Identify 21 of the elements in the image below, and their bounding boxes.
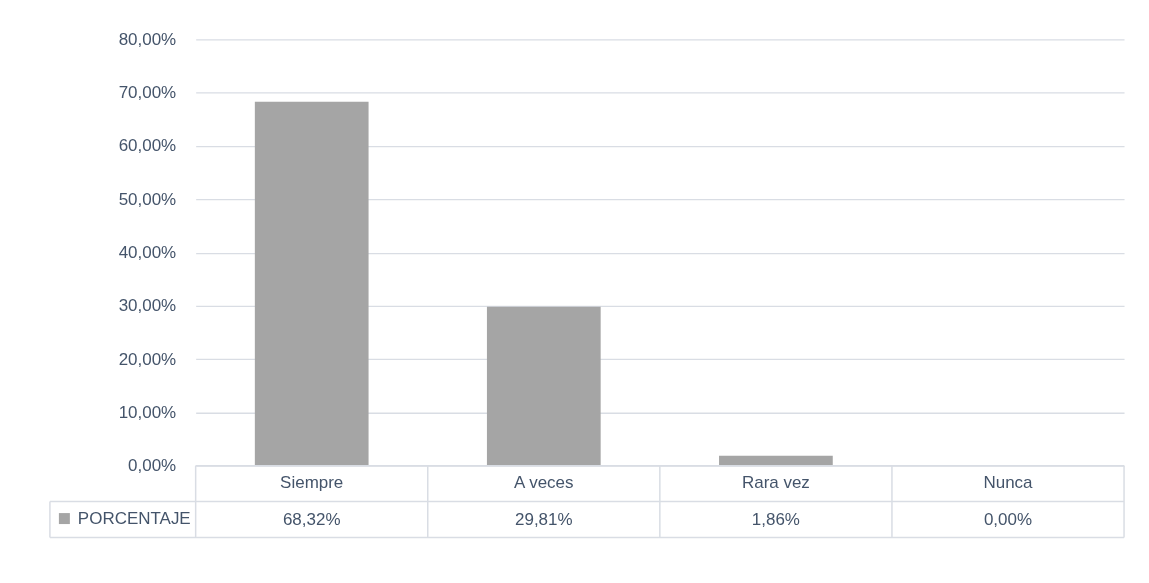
- bar: [486, 306, 601, 466]
- y-tick-label: 60,00%: [118, 136, 177, 156]
- data-label: 29,81%: [515, 509, 573, 529]
- bar: [719, 455, 833, 466]
- y-tick-label: 80,00%: [118, 29, 177, 49]
- data-label: 1,86%: [751, 509, 800, 529]
- y-tick-label: 50,00%: [118, 189, 177, 209]
- y-tick-label: 10,00%: [118, 402, 177, 422]
- x-tick-label: Nunca: [983, 473, 1034, 493]
- data-label: 0,00%: [983, 509, 1033, 529]
- x-tick-label: A veces: [514, 473, 574, 493]
- y-tick-label: 0,00%: [128, 456, 177, 476]
- y-tick-label: 70,00%: [118, 83, 177, 103]
- y-tick-label: 30,00%: [118, 296, 177, 316]
- bar: [254, 101, 369, 466]
- legend-label: PORCENTAJE: [77, 508, 191, 528]
- x-tick-label: Siempre: [280, 473, 344, 493]
- y-tick-label: 20,00%: [118, 349, 177, 369]
- data-label: 68,32%: [282, 509, 341, 529]
- x-tick-label: Rara vez: [741, 473, 810, 493]
- y-tick-label: 40,00%: [118, 243, 177, 263]
